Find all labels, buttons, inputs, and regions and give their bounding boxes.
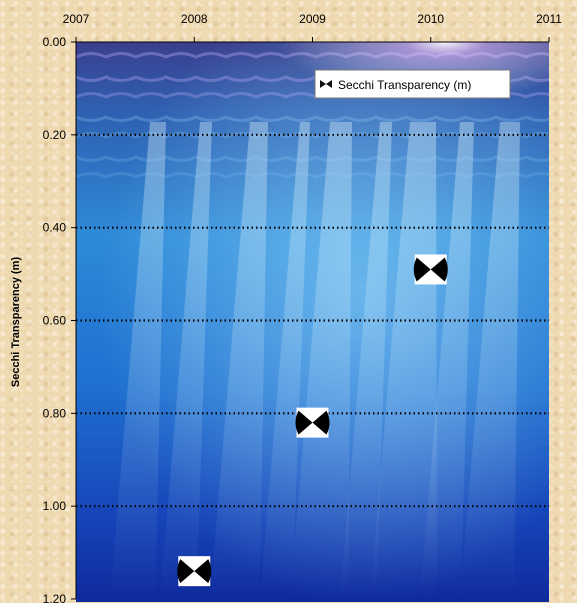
sun-glow	[76, 42, 549, 202]
x-tick-label: 2007	[63, 12, 90, 26]
y-tick-label: 0.80	[43, 406, 67, 420]
legend: Secchi Transparency (m)	[314, 69, 511, 99]
x-tick-labels: 2007 2008 2009 2010 2011	[63, 12, 563, 26]
plot-area	[76, 42, 549, 602]
y-tick-label: 0.40	[43, 221, 67, 235]
secchi-disk-icon	[295, 410, 330, 435]
light-ray	[420, 122, 474, 599]
light-ray	[370, 122, 438, 599]
axes	[71, 37, 550, 600]
x-tick-label: 2010	[417, 12, 444, 26]
y-axis-title: Secchi Transparency (m)	[10, 257, 22, 388]
y-tick-label: 0.60	[43, 314, 67, 328]
y-tick-label: 0.00	[43, 35, 67, 49]
x-tick-label: 2008	[181, 12, 208, 26]
light-ray	[260, 122, 310, 599]
x-tick-label: 2011	[536, 12, 562, 26]
data-point	[295, 407, 330, 438]
legend-label: Secchi Transparency (m)	[338, 78, 471, 92]
light-ray	[210, 122, 268, 599]
data-points	[177, 254, 448, 587]
y-tick-label: 1.20	[43, 592, 67, 603]
light-rays	[110, 122, 520, 599]
secchi-disk-icon	[177, 559, 212, 584]
light-ray	[290, 122, 352, 599]
light-ray	[340, 122, 392, 599]
data-point	[413, 254, 448, 285]
x-tick-label: 2009	[299, 12, 326, 26]
y-tick-labels: 0.00 0.20 0.40 0.60 0.80 1.00 1.20	[43, 35, 67, 603]
light-ray	[460, 122, 520, 599]
light-ray	[110, 122, 166, 599]
y-tick-label: 0.20	[43, 128, 67, 142]
data-point	[177, 556, 212, 587]
secchi-disk-icon	[413, 257, 448, 282]
legend-box	[314, 69, 511, 99]
y-tick-label: 1.00	[43, 499, 67, 513]
light-ray	[160, 122, 212, 599]
legend-marker-icon	[320, 80, 332, 88]
